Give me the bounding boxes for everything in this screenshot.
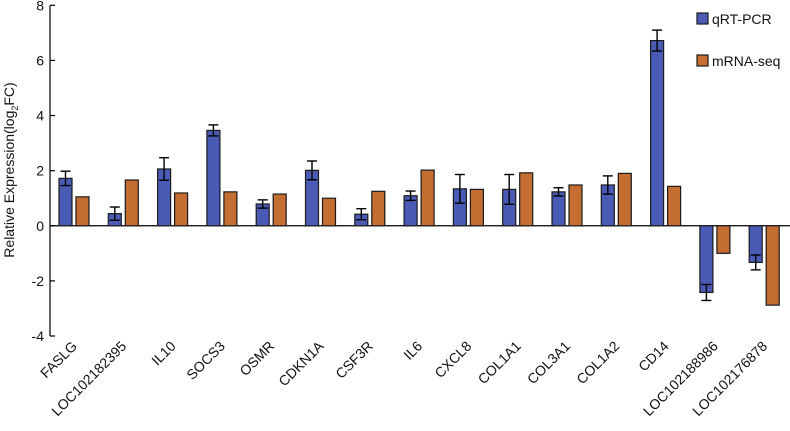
bar-mrna-seq <box>272 193 287 227</box>
bar-mrna-seq <box>666 185 682 227</box>
bar-mrna-seq <box>617 172 632 227</box>
y-tick-label: -4 <box>32 328 45 344</box>
y-tick-label: 8 <box>36 0 44 13</box>
bar-mrna-seq <box>321 197 337 227</box>
bar-qrt-pcr <box>551 191 566 227</box>
x-tick-label: COL1A2 <box>573 338 622 387</box>
x-tick-label: COL1A1 <box>475 338 524 387</box>
bar-mrna-seq <box>765 225 780 306</box>
bar-mrna-seq <box>519 172 534 227</box>
x-tick-label: SOCS3 <box>183 338 228 383</box>
bar-qrt-pcr <box>699 225 714 294</box>
x-tick-label: COL3A1 <box>524 338 573 387</box>
x-tick-label: CSF3R <box>332 338 376 382</box>
x-tick-label: IL10 <box>148 338 179 369</box>
y-axis-label-main: Relative Expression(log <box>1 111 17 258</box>
x-tick-label: CD14 <box>635 338 672 375</box>
legend-label: mRNA-seq <box>712 53 780 69</box>
bar-mrna-seq <box>420 169 435 227</box>
x-tick-label: CXCL8 <box>431 338 474 381</box>
x-tick-label: CDKN1A <box>275 337 327 389</box>
y-tick-label: 4 <box>36 108 44 124</box>
bar-qrt-pcr <box>649 39 665 227</box>
bar-mrna-seq <box>469 188 484 227</box>
bar-mrna-seq <box>75 196 90 227</box>
y-axis-label-tail: FC) <box>1 82 17 105</box>
bar-mrna-seq <box>371 190 386 227</box>
bar-mrna-seq <box>174 192 189 227</box>
bar-mrna-seq <box>568 184 583 227</box>
y-axis-label: Relative Expression(log2FC) <box>1 82 20 257</box>
y-tick-label: -2 <box>32 273 45 289</box>
y-tick-label: 0 <box>36 218 44 234</box>
legend-label: qRT-PCR <box>712 11 772 27</box>
y-tick-label: 2 <box>36 163 44 179</box>
x-tick-label: IL6 <box>400 338 425 363</box>
bar-mrna-seq <box>124 179 139 227</box>
y-tick-label: 6 <box>36 52 44 68</box>
bar-mrna-seq <box>716 225 731 254</box>
legend-swatch <box>696 12 709 25</box>
legend-swatch <box>696 54 709 67</box>
legend: qRT-PCR mRNA-seq <box>696 11 780 69</box>
bar-mrna-seq <box>223 191 238 227</box>
bar-qrt-pcr <box>206 129 221 227</box>
x-tick-label: FASLG <box>37 338 80 381</box>
y-axis-label-sub: 2 <box>10 106 20 111</box>
x-tick-label: OSMR <box>236 338 277 379</box>
